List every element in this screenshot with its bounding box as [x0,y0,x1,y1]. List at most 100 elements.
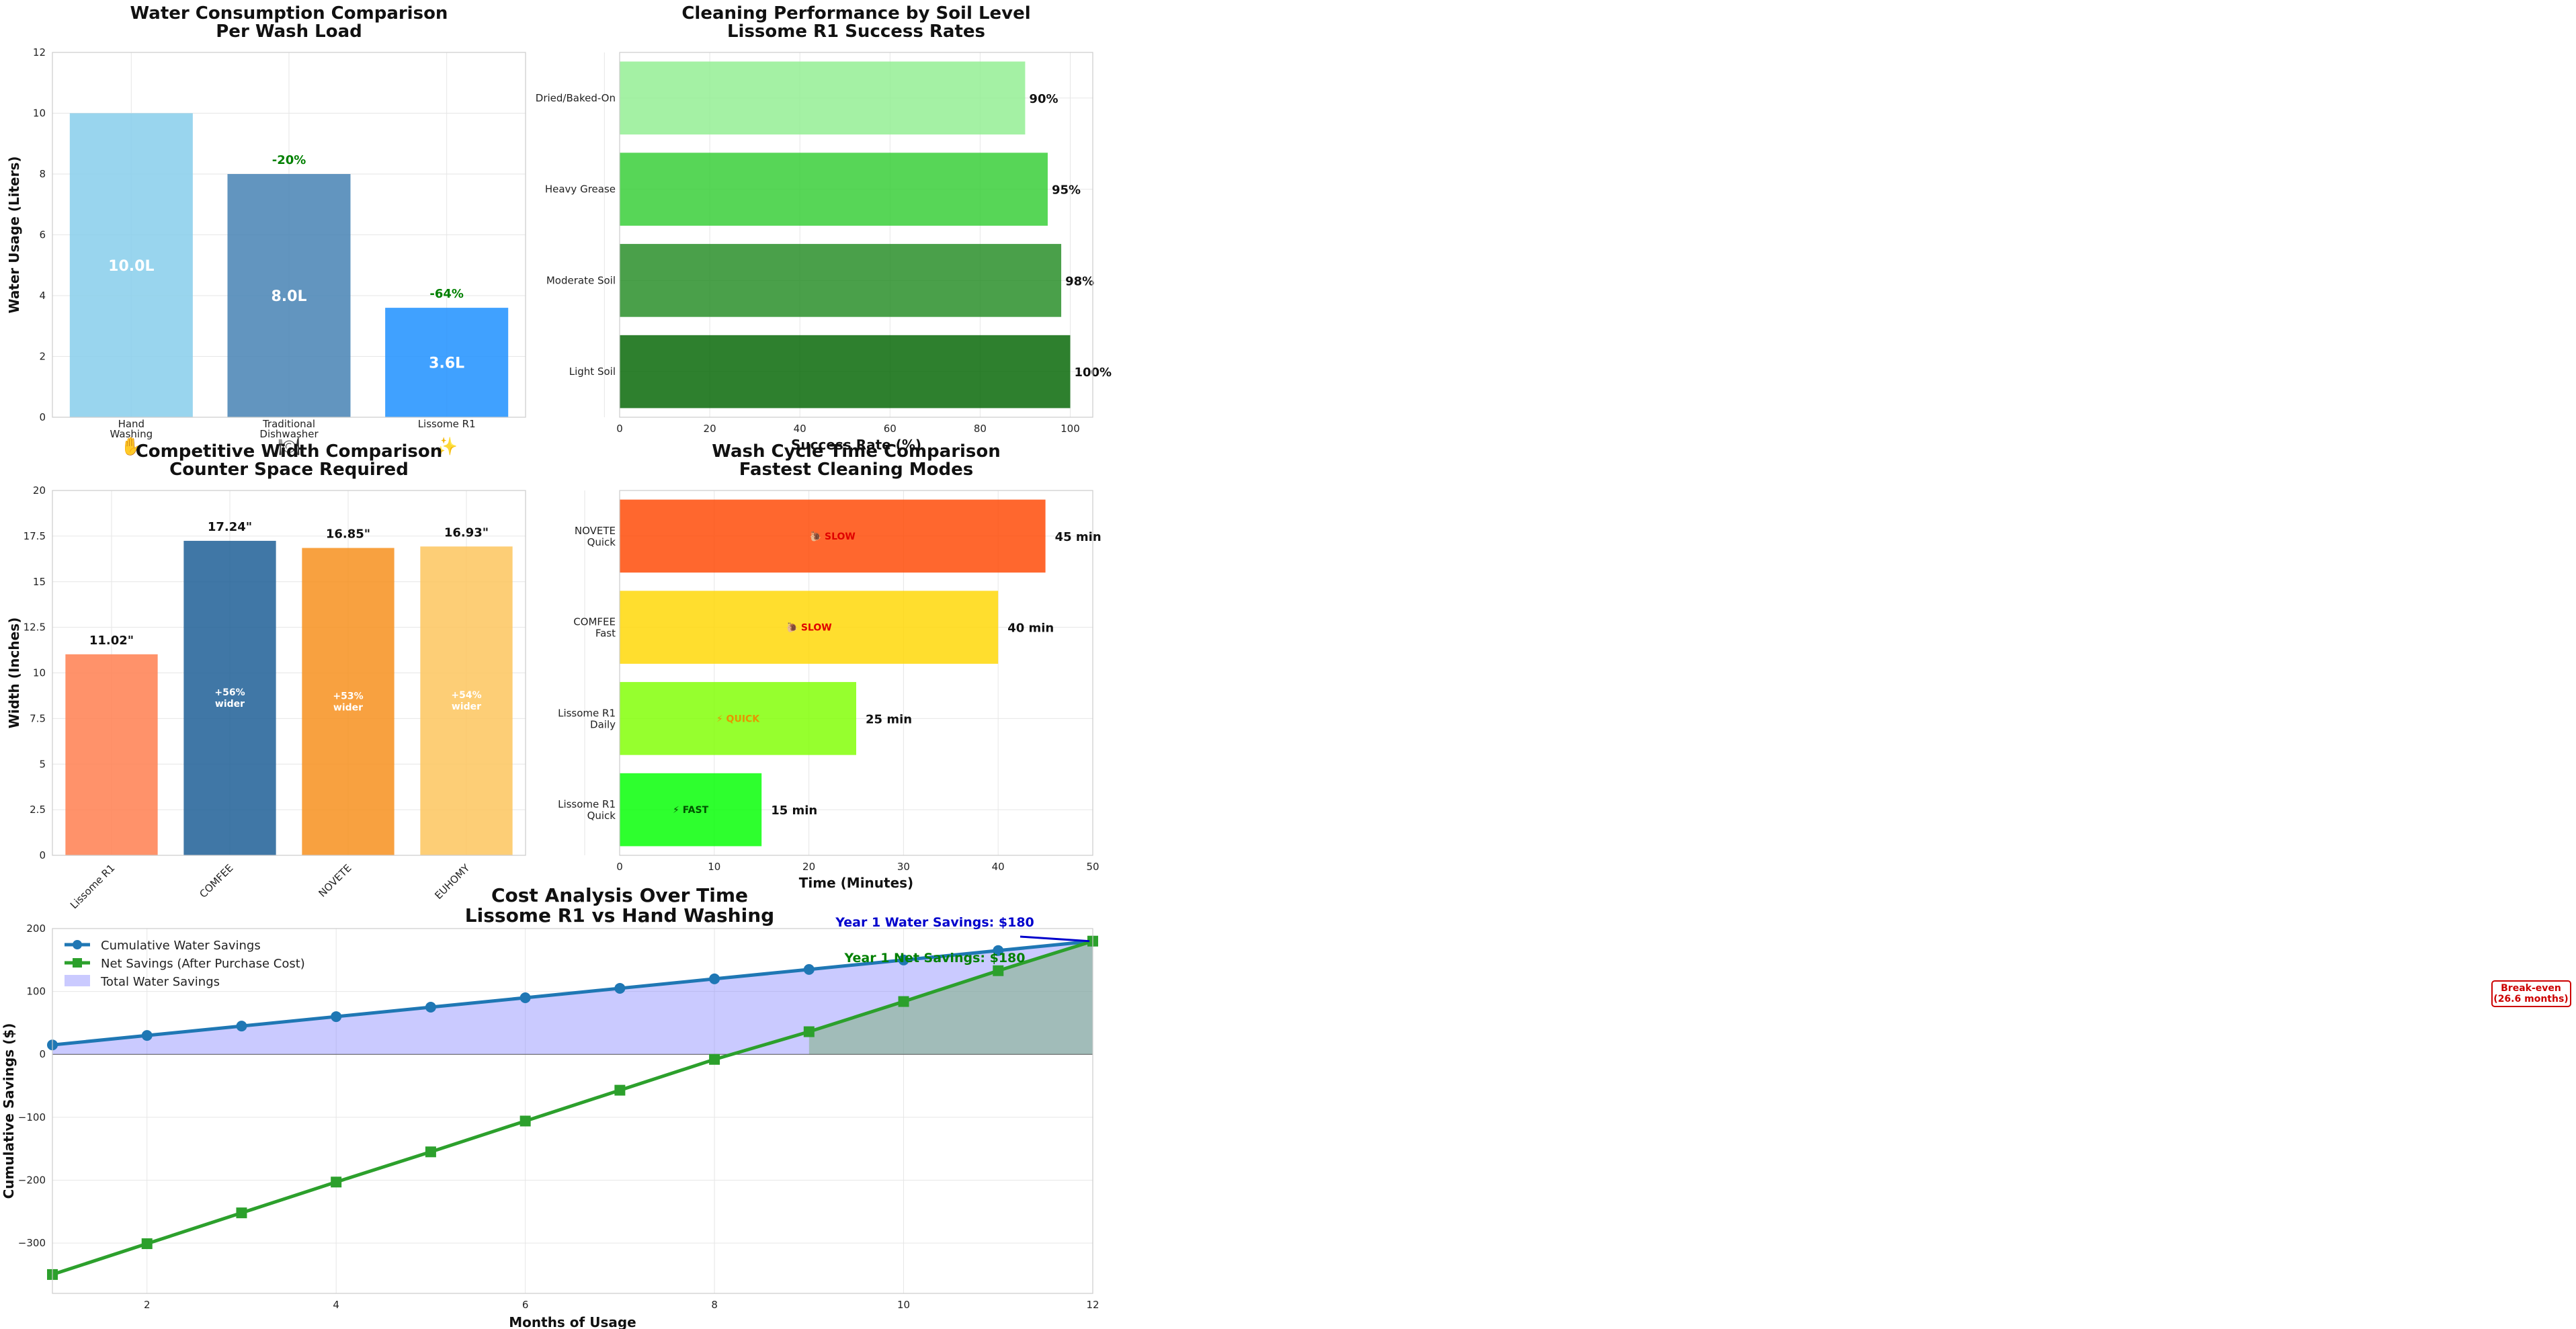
soil-xtick-label: 40 [794,423,806,435]
cycle-x-axis-label: Time (Minutes) [799,875,913,891]
cost-point [425,1002,436,1013]
soil-bar [620,335,1071,409]
cost-point [803,1026,815,1037]
width-bar [183,540,276,855]
cycle-ytick-label: Lissome R1 Quick [558,798,616,822]
cost-point [331,1011,342,1023]
cost-chart: 2 4 6 8 10 12 −300 −200 −100 0 100 200 Cumulative Wa… [1,884,2571,1329]
cost-legend-label: Total Water Savings [100,975,220,989]
soil-bar [620,153,1048,226]
cycle-value-label: 40 min [1007,621,1054,636]
cost-y-axis-label: Cumulative Savings ($) [1,1023,17,1199]
cost-point [803,963,815,975]
cycle-bar [620,499,1046,573]
cycle-value-label: 25 min [866,712,912,726]
width-ytick-label: 0 [39,849,46,861]
cost-ytick-label: −300 [18,1237,46,1249]
soil-xtick-label: 20 [704,423,716,435]
water-title: Water Consumption Comparison Per Wash Loa… [130,3,448,42]
cycle-inner-label: ⚡ QUICK [716,714,760,724]
width-value-label: 16.85" [326,527,370,542]
cycle-inner-label: 🐌 SLOW [786,622,832,634]
width-value-label: 16.93" [444,525,489,540]
cost-annotation-water: Year 1 Water Savings: $180 [835,915,1034,930]
width-bar [65,654,158,855]
water-y-axis-label: Water Usage (Liters) [6,156,22,313]
water-category-icon: ✨ [435,437,457,457]
width-bar [420,546,513,855]
cost-point [331,1176,342,1188]
cycle-value-label: 45 min [1055,530,1102,544]
water-xtick-label: Hand Washing [110,418,153,440]
cost-ytick-label: 100 [26,986,46,998]
width-y-axis-label: Width (Inches) [6,617,22,729]
cycle-xtick-label: 20 [802,861,815,873]
cost-title: Cost Analysis Over Time Lissome R1 vs Han… [465,884,774,927]
width-xtick-label: NOVETE [317,862,354,900]
soil-bar [620,61,1026,135]
cost-annotation-breakeven: Break-even (26.6 months) [2493,983,2568,1004]
cycle-bar [620,591,999,664]
cost-legend-fill-swatch [65,975,90,986]
soil-value-label: 95% [1052,183,1081,198]
width-ytick-label: 10 [33,667,46,679]
cycle-bar [620,773,762,847]
cost-xtick-label: 8 [711,1299,718,1311]
water-chart: 0 2 4 6 8 10 12 10.0L Hand Washing✋ 8.0L -20% Tradit… [6,3,605,457]
water-ytick-label: 12 [33,46,46,58]
width-frame [52,490,526,856]
cycle-inner-label: 🐌 SLOW [810,531,856,542]
cycle-xtick-label: 50 [1086,861,1099,873]
cycle-ytick-label: Lissome R1 Daily [558,707,616,730]
cost-plot-area [52,929,1093,1293]
width-ytick-label: 7.5 [30,712,46,724]
cost-ytick-label: 0 [39,1048,46,1060]
width-xtick-label: Lissome R1 [68,862,117,911]
cost-xtick-label: 4 [333,1299,339,1311]
cost-xtick-label: 2 [144,1299,151,1311]
soil-bar [620,244,1062,317]
cycle-xtick-label: 30 [897,861,910,873]
cost-point [236,1207,247,1219]
soil-value-label: 98% [1065,274,1094,288]
water-value-label: 10.0L [108,258,154,275]
cost-legend-marker [73,958,82,968]
cost-annotation-breakeven-box [2491,980,2571,1007]
cycle-bar [620,682,856,755]
cost-legend-label: Cumulative Water Savings [101,939,261,953]
width-title: Competitive Width Comparison Counter Spac… [136,441,443,480]
cost-annotation-net: Year 1 Net Savings: $180 [844,951,1026,966]
cost-point [709,973,720,984]
soil-value-label: 90% [1029,92,1058,106]
water-ytick-label: 10 [33,108,46,120]
cost-point [425,1146,436,1158]
cost-annotation-arrow [1020,935,1090,943]
water-category-icon: ✋ [120,436,142,457]
soil-ytick-label: Heavy Grease [545,183,616,196]
water-ytick-label: 2 [39,351,46,363]
soil-ytick-label: Light Soil [569,366,616,378]
soil-ytick-label: Moderate Soil [546,274,616,286]
cycle-inner-label: ⚡ FAST [673,805,709,816]
cost-x-axis-label: Months of Usage [509,1314,636,1329]
soil-xtick-label: 0 [616,423,623,435]
cost-point [520,992,531,1003]
width-ytick-label: 20 [33,484,46,497]
cycle-chart: 0 10 20 30 40 50 Lissome R1 Quick 15 min ⚡ FAST Li… [558,441,1102,891]
cost-frame [52,928,1093,1294]
cycle-xtick-label: 40 [992,861,1005,873]
water-ytick-label: 0 [39,411,46,423]
cost-point [898,996,909,1007]
cost-point [614,1084,626,1096]
width-xtick-label: EUHOMY [432,861,472,902]
cost-point [993,945,1004,956]
cost-series-line [52,939,1093,1047]
water-change-label: -20% [272,153,306,167]
water-bar [385,308,509,417]
width-ytick-label: 17.5 [24,530,46,542]
width-ytick-label: 5 [39,758,46,770]
cycle-xtick-label: 0 [616,861,623,873]
cost-ytick-label: −100 [18,1111,46,1123]
water-change-label: -64% [429,287,464,301]
